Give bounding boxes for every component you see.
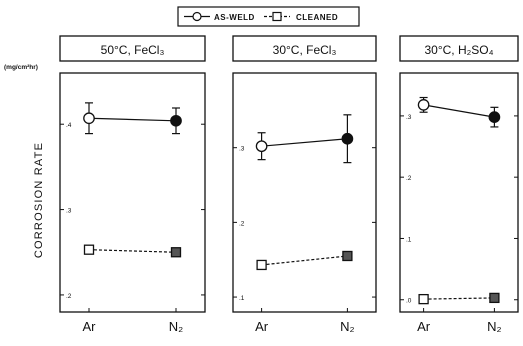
y-tick-label: .1 [406,236,412,243]
x-tick-label: N₂ [340,319,354,334]
x-tick-label: N₂ [487,319,501,334]
y-axis-title: CORROSION RATE [33,142,45,258]
point-as-weld [341,132,354,145]
y-tick-label: .2 [406,175,412,182]
legend: AS-WELD CLEANED [177,6,360,27]
x-tick-label: N₂ [169,319,183,334]
plot-frame [399,72,519,313]
panel-title: 50°C, FeCl₃ [101,43,165,57]
legend-marker-cleaned [272,11,282,22]
point-as-weld [170,114,182,127]
point-as-weld [417,99,430,111]
panel-30c-fecl3: 30°C, FeCl₃ .1 .2 .3 Ar N₂ [232,35,377,334]
series-line-cleaned [423,297,495,300]
series-line-cleaned [88,249,177,253]
y-tick-label: .2 [66,293,72,300]
x-tick-label: Ar [417,319,431,334]
panel-title: 30°C, FeCl₃ [273,43,337,57]
plot-frame [59,72,206,313]
legend-label-as-weld: AS-WELD [214,13,255,22]
series-line-as-weld [261,138,348,147]
x-tick-label: Ar [255,319,269,334]
y-tick-label: .1 [239,295,245,302]
y-tick-label: .2 [239,220,245,227]
series-line-cleaned [261,255,348,266]
plot-frame [232,72,377,313]
point-as-weld [488,111,501,123]
y-tick-label: .3 [406,114,412,121]
y-tick-label: .3 [239,146,245,153]
point-cleaned [83,244,95,255]
unit-label: (mg/cm²hr) [4,64,38,71]
point-cleaned [489,292,500,304]
panel-30c-h2so4: 30°C, H₂SO₄ .0 .1 .2 .3 Ar N₂ [399,35,519,334]
y-tick-label: .3 [66,208,72,215]
legend-box [177,6,360,27]
point-as-weld [255,140,268,153]
point-as-weld [83,112,95,125]
point-cleaned [170,247,182,258]
y-tick-label: .0 [406,298,412,305]
legend-label-cleaned: CLEANED [296,13,338,22]
panel-title-box [59,35,206,62]
point-cleaned [342,250,353,262]
panel-title-box [232,35,377,62]
panel-title-box [399,35,519,62]
y-tick-label: .4 [66,122,72,129]
panel-title: 30°C, H₂SO₄ [424,43,493,57]
series-line-as-weld [423,104,495,118]
panel-50c-fecl3: 50°C, FeCl₃ .2 .3 .4 Ar N₂ [59,35,206,334]
point-cleaned [256,259,267,271]
series-line-as-weld [88,117,177,122]
point-cleaned [418,293,429,305]
x-tick-label: Ar [83,319,97,334]
legend-marker-as-weld [192,11,202,22]
